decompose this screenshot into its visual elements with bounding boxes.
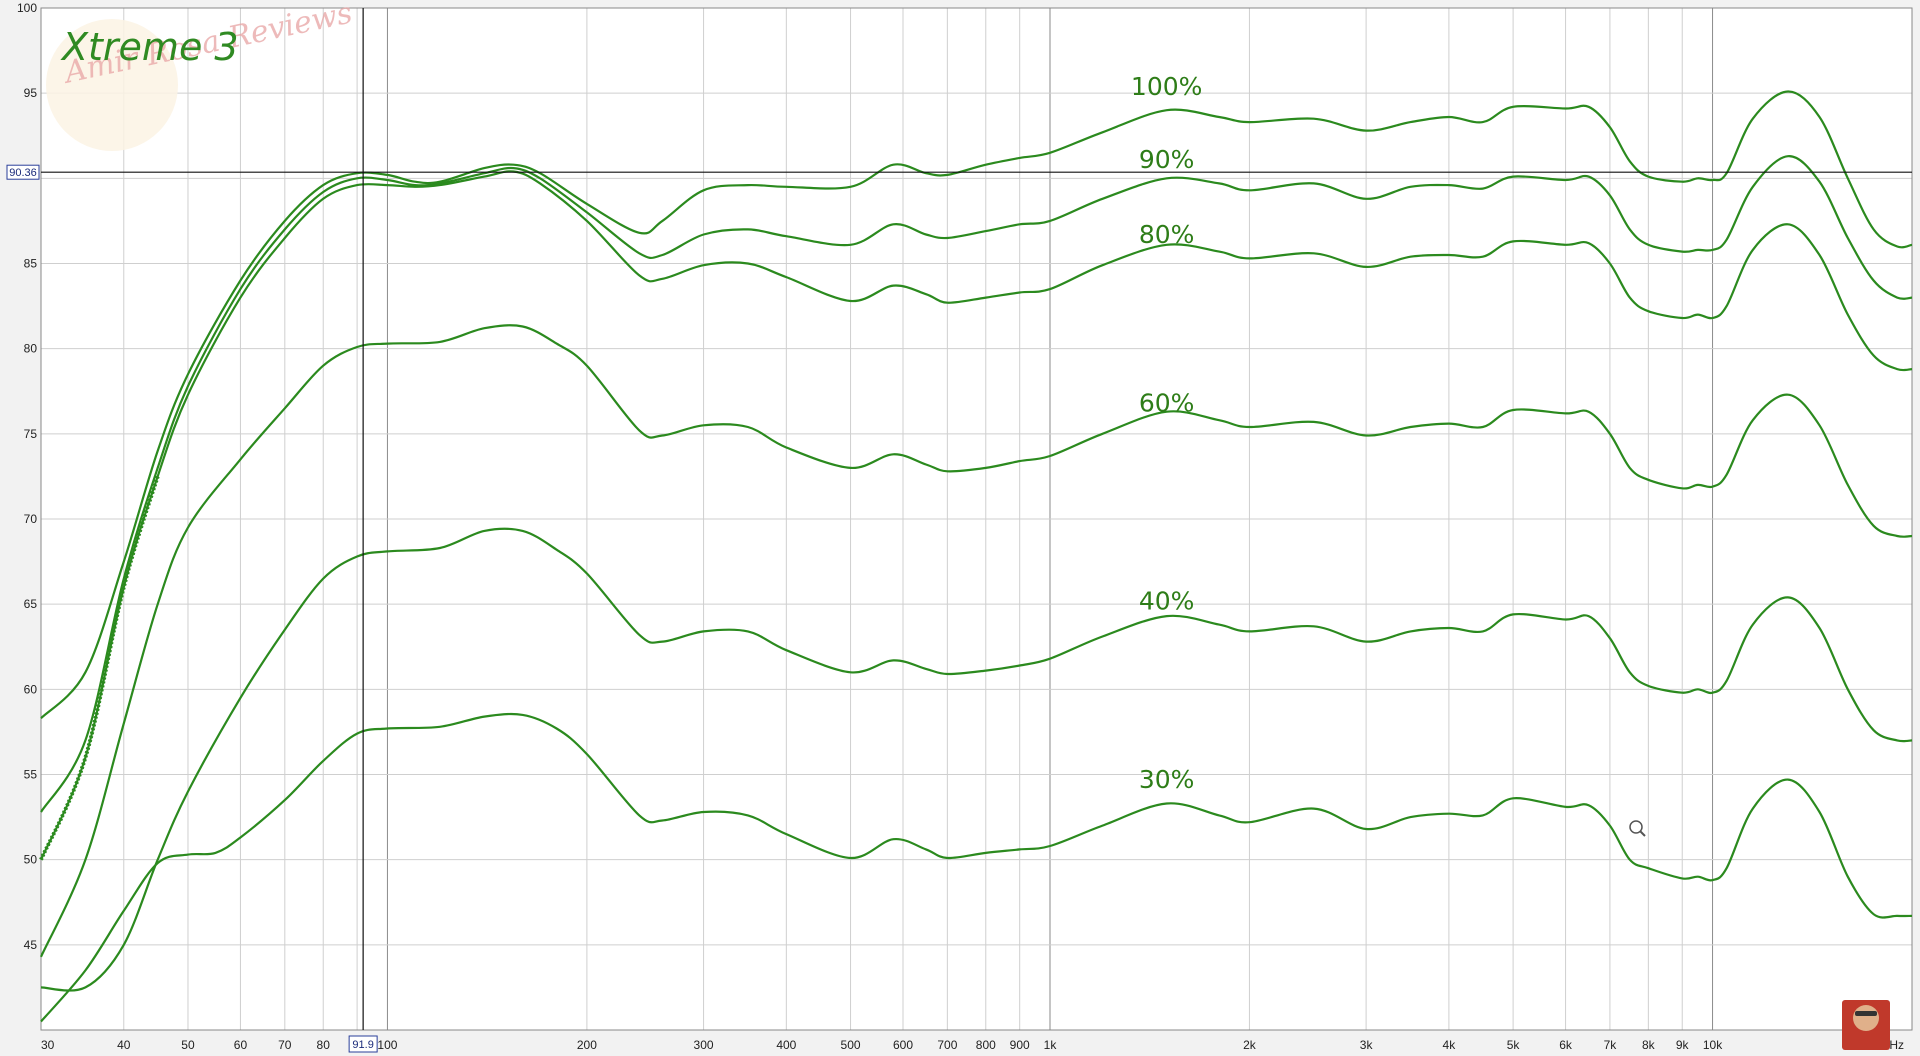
cursor-y-readout: 90.36 bbox=[9, 167, 37, 179]
series-line-100pct bbox=[40, 90, 1913, 720]
x-tick-label: 40 bbox=[117, 1038, 131, 1052]
x-tick-label: 400 bbox=[776, 1038, 796, 1052]
series-line-40pct bbox=[40, 527, 1913, 992]
zoom-cursor-icon bbox=[1629, 820, 1646, 837]
y-tick-label: 55 bbox=[24, 768, 38, 782]
x-tick-label: 70 bbox=[278, 1038, 292, 1052]
series-label: 60% bbox=[1139, 389, 1195, 418]
plot-border bbox=[40, 7, 1913, 1031]
cursor-y-readout-box bbox=[6, 164, 40, 180]
x-tick-label: 200 bbox=[577, 1038, 597, 1052]
x-tick-label: 900 bbox=[1010, 1038, 1030, 1052]
y-tick-label: 45 bbox=[24, 938, 38, 952]
x-tick-label: 5k bbox=[1507, 1038, 1521, 1052]
series-line-30pct bbox=[40, 712, 1913, 1023]
x-tick-label: 600 bbox=[893, 1038, 913, 1052]
series-labels: 100% 90% 80% 60% 40% 30% bbox=[1131, 72, 1202, 794]
x-tick-label: 800 bbox=[976, 1038, 996, 1052]
y-tick-label: 95 bbox=[24, 86, 38, 100]
x-tick-label: 1k bbox=[1044, 1038, 1058, 1052]
chart-title: Xtreme 3 bbox=[60, 25, 239, 69]
y-tick-label: 65 bbox=[24, 597, 38, 611]
series-label: 90% bbox=[1139, 145, 1195, 174]
series-line-60pct bbox=[39, 324, 1913, 958]
series-label: 30% bbox=[1139, 765, 1195, 794]
x-tick-label: 100 bbox=[377, 1038, 397, 1052]
cursor-x-readout: 91.9 bbox=[352, 1039, 373, 1051]
x-tick-label: 9k bbox=[1676, 1038, 1690, 1052]
series-label: 40% bbox=[1139, 586, 1195, 615]
watermark-glow bbox=[46, 19, 178, 151]
grid bbox=[40, 7, 1913, 1031]
x-tick-label: 3k bbox=[1360, 1038, 1374, 1052]
x-tick-label: 80 bbox=[317, 1038, 331, 1052]
series-label: 80% bbox=[1139, 220, 1195, 249]
x-tick-label: 8k bbox=[1642, 1038, 1656, 1052]
x-tick-label: 50 bbox=[181, 1038, 195, 1052]
selected-segment bbox=[39, 475, 160, 861]
x-tick-label: 7k bbox=[1604, 1038, 1618, 1052]
x-tick-label: 300 bbox=[694, 1038, 714, 1052]
x-tick-label: 700 bbox=[937, 1038, 957, 1052]
x-tick-label: 2k bbox=[1243, 1038, 1257, 1052]
x-tick-label: 30 bbox=[41, 1038, 55, 1052]
y-tick-label: 75 bbox=[24, 427, 38, 441]
x-tick-label: 500 bbox=[841, 1038, 861, 1052]
x-tick-label: 10k bbox=[1703, 1038, 1723, 1052]
series-group bbox=[39, 90, 1913, 1023]
y-tick-label: 80 bbox=[24, 342, 38, 356]
cursor-crosshair[interactable]: 90.36 91.9 bbox=[6, 8, 1912, 1053]
cursor-x-readout-box bbox=[348, 1035, 378, 1053]
series-line-80pct bbox=[39, 170, 1913, 861]
series-label: 100% bbox=[1131, 72, 1202, 101]
x-tick-label: 6k bbox=[1559, 1038, 1573, 1052]
y-tick-label: 70 bbox=[24, 512, 38, 526]
y-tick-label: 60 bbox=[24, 682, 38, 696]
x-tick-label: 4k bbox=[1443, 1038, 1457, 1052]
y-tick-label: 50 bbox=[24, 853, 38, 867]
y-tick-label: 85 bbox=[24, 257, 38, 271]
y-tick-label: 100 bbox=[17, 1, 37, 15]
x-tick-label: 60 bbox=[234, 1038, 248, 1052]
series-line-90pct bbox=[40, 155, 1913, 813]
presenter-avatar bbox=[1842, 1000, 1890, 1050]
